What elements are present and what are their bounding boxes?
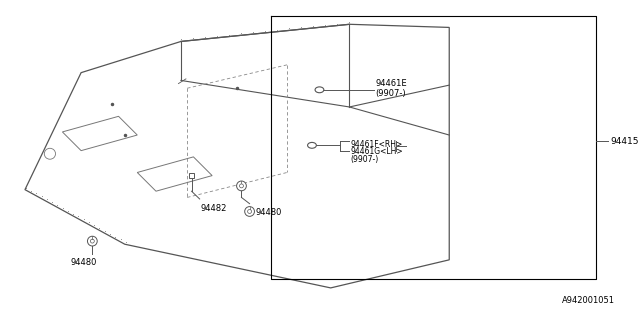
Text: (9907-): (9907-) xyxy=(351,155,379,164)
Text: 94482: 94482 xyxy=(201,204,227,213)
Ellipse shape xyxy=(308,142,316,148)
Text: 94461F<RH>: 94461F<RH> xyxy=(351,140,403,149)
Ellipse shape xyxy=(315,87,324,93)
Text: 94480: 94480 xyxy=(70,258,97,267)
Text: 94415: 94415 xyxy=(610,137,639,146)
Text: 94461E
(9907-): 94461E (9907-) xyxy=(376,79,407,98)
Bar xyxy=(189,173,194,178)
Circle shape xyxy=(237,181,246,191)
Circle shape xyxy=(88,236,97,246)
Text: 94461G<LH>: 94461G<LH> xyxy=(351,147,403,156)
Text: A942001051: A942001051 xyxy=(561,296,614,305)
Text: 94480: 94480 xyxy=(256,208,282,217)
Circle shape xyxy=(244,207,255,216)
